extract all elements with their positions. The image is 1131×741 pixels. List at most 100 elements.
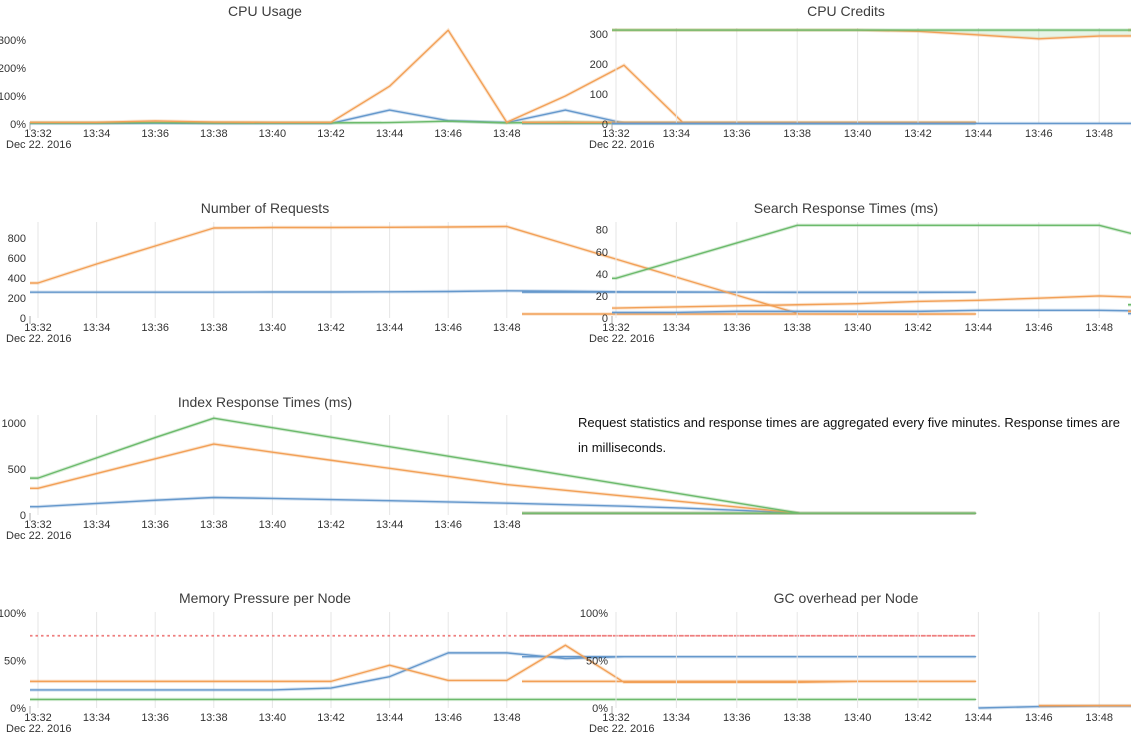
y-tick-label: 100% (0, 608, 26, 620)
chart-search-response-times[interactable]: 13:32 13:34 13:36 13:38 13:40 13:42 13:44 13:46… (596, 222, 1131, 334)
x-tick-label: 13:46 (1025, 322, 1053, 334)
x-tick-label: 13:42 (317, 322, 345, 334)
x-tick-label: 13:48 (1085, 712, 1113, 724)
date-label: Dec 22. 2016 (6, 723, 72, 735)
x-tick-label: 13:44 (376, 712, 404, 724)
x-tick-label: 13:34 (663, 712, 691, 724)
x-tick-label: 13:42 (904, 712, 932, 724)
date-label: Dec 22. 2016 (589, 723, 655, 735)
x-tick-label: 13:38 (200, 712, 228, 724)
x-tick-label: 13:38 (200, 519, 228, 531)
chart-number-of-requests[interactable]: 13:32 13:34 13:36 13:38 13:40 13:42 13:44 13:46… (8, 222, 977, 334)
x-tick-label: 13:34 (83, 128, 111, 140)
x-tick-label: 13:32 (24, 519, 52, 531)
chart-title-search-response-times: Search Response Times (ms) (753, 200, 939, 216)
y-tick-label: 600 (8, 253, 26, 265)
y-tick-label: 200 (590, 59, 608, 71)
x-tick-label: 13:34 (663, 322, 691, 334)
y-tick-label: 50% (4, 655, 26, 667)
x-tick-label: 13:40 (844, 128, 872, 140)
x-tick-label: 13:34 (83, 519, 111, 531)
x-tick-label: 13:38 (783, 712, 811, 724)
y-tick-label: 60 (596, 247, 608, 259)
x-tick-label: 13:42 (317, 519, 345, 531)
x-tick-label: 13:36 (141, 712, 169, 724)
x-tick-label: 13:42 (317, 128, 345, 140)
x-tick-label: 13:44 (965, 128, 993, 140)
x-tick-label: 13:46 (434, 322, 462, 334)
x-tick-label: 13:40 (844, 322, 872, 334)
line-series-blue (612, 309, 1131, 315)
chart-index-response-times[interactable]: 13:32 13:34 13:36 13:38 13:40 13:42 13:44 13:46… (2, 415, 977, 531)
x-tick-label: 13:36 (723, 128, 751, 140)
x-tick-label: 13:34 (83, 322, 111, 334)
y-tick-label: 0 (20, 510, 26, 522)
y-tick-label: 0% (592, 703, 608, 715)
y-tick-label: 0 (602, 313, 608, 325)
line-halo-series-orange (30, 224, 976, 316)
line-halo-series-orange (30, 643, 976, 685)
x-tick-label: 13:48 (493, 712, 521, 724)
y-tick-label: 0% (10, 119, 26, 131)
y-tick-label: 0 (20, 313, 26, 325)
chart-title-gc-overhead: GC overhead per Node (773, 590, 919, 606)
x-tick-label: 13:48 (493, 519, 521, 531)
line-series-orange (30, 29, 977, 124)
y-tick-label: 300% (0, 35, 26, 47)
x-tick-label: 13:44 (376, 128, 404, 140)
chart-gc-overhead-per-node[interactable]: 13:32 13:34 13:36 13:38 13:40 13:42 13:44 13:46… (580, 608, 1131, 724)
chart-title-cpu-usage: CPU Usage (228, 3, 302, 19)
x-tick-label: 13:42 (904, 322, 932, 334)
line-series-blue (30, 496, 977, 515)
x-tick-label: 13:44 (376, 322, 404, 334)
line-series-blue (30, 290, 977, 294)
x-tick-label: 13:40 (844, 712, 872, 724)
x-tick-label: 13:38 (783, 322, 811, 334)
y-tick-label: 100 (590, 89, 608, 101)
x-tick-label: 13:36 (723, 712, 751, 724)
line-series-orange (612, 295, 1131, 313)
date-label: Dec 22. 2016 (589, 139, 655, 151)
x-tick-label: 13:40 (259, 128, 287, 140)
y-tick-label: 300 (590, 29, 608, 41)
x-tick-label: 13:46 (1025, 712, 1053, 724)
line-series-blue (30, 652, 977, 691)
x-tick-label: 13:32 (602, 322, 630, 334)
x-tick-label: 13:46 (434, 128, 462, 140)
date-label: Dec 22. 2016 (589, 333, 655, 345)
y-tick-label: 40 (596, 269, 608, 281)
x-tick-label: 13:32 (602, 712, 630, 724)
y-tick-label: 200% (0, 63, 26, 75)
date-label: Dec 22. 2016 (6, 333, 72, 345)
x-tick-label: 13:38 (200, 128, 228, 140)
chart-title-index-response-times: Index Response Times (ms) (177, 394, 353, 410)
y-tick-label: 20 (596, 291, 608, 303)
x-tick-label: 13:46 (1025, 128, 1053, 140)
x-tick-label: 13:48 (1085, 322, 1113, 334)
chart-title-number-of-requests: Number of Requests (200, 200, 330, 216)
chart-memory-pressure-per-node[interactable]: 13:32 13:34 13:36 13:38 13:40 13:42 13:44 13:46… (0, 608, 977, 724)
y-tick-label: 0 (602, 119, 608, 131)
x-tick-label: 13:32 (24, 128, 52, 140)
line-halo-series-blue (30, 651, 976, 692)
x-tick-label: 13:40 (259, 322, 287, 334)
line-series-green (30, 417, 977, 514)
y-tick-label: 100% (0, 91, 26, 103)
y-tick-label: 500 (8, 464, 26, 476)
x-tick-label: 13:36 (141, 519, 169, 531)
y-tick-label: 400 (8, 273, 26, 285)
chart-cpu-credits[interactable]: 13:32 13:34 13:36 13:38 13:40 13:42 13:44 13:46… (590, 28, 1131, 140)
x-tick-label: 13:38 (200, 322, 228, 334)
x-tick-label: 13:46 (434, 712, 462, 724)
line-series-orange (30, 225, 977, 315)
chart-title-memory-pressure: Memory Pressure per Node (179, 590, 351, 606)
x-tick-label: 13:44 (965, 712, 993, 724)
x-tick-label: 13:34 (83, 712, 111, 724)
date-label: Dec 22. 2016 (6, 530, 72, 542)
x-tick-label: 13:32 (24, 712, 52, 724)
x-tick-label: 13:34 (663, 128, 691, 140)
x-tick-label: 13:36 (723, 322, 751, 334)
date-label: Dec 22. 2016 (6, 139, 72, 151)
